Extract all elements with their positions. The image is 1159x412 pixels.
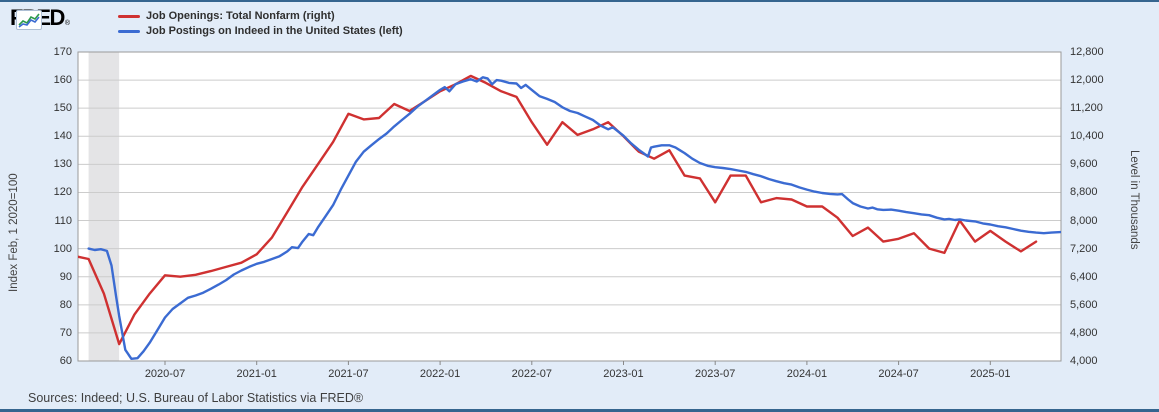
fred-sparkline-icon	[16, 10, 42, 30]
right-axis-tick: 6,400	[1070, 270, 1098, 283]
legend-label: Job Openings: Total Nonfarm (right)	[146, 10, 335, 22]
x-axis-tick: 2022-01	[419, 368, 461, 380]
x-axis-tick: 2023-01	[603, 368, 644, 380]
left-axis-tick: 140	[53, 130, 72, 143]
x-axis-tick: 2021-07	[328, 368, 369, 380]
chart-legend: Job Openings: Total Nonfarm (right) Job …	[118, 9, 403, 39]
x-axis-tick: 2023-07	[695, 368, 736, 380]
fred-logo-registered-mark: ®	[64, 20, 71, 27]
left-axis-tick: 60	[59, 355, 72, 367]
series-line-indeed-postings[interactable]	[87, 76, 1061, 360]
legend-swatch-blue-line	[118, 29, 140, 33]
left-axis-tick: 110	[54, 214, 72, 227]
left-axis-tick: 70	[59, 326, 72, 339]
right-axis-tick: 7,200	[1070, 242, 1098, 255]
legend-label: Job Postings on Indeed in the United Sta…	[146, 25, 403, 37]
right-axis-tick: 8,800	[1070, 186, 1098, 199]
left-axis-tick: 100	[53, 242, 72, 255]
x-axis-tick: 2024-07	[878, 368, 919, 380]
right-axis-tick: 4,000	[1070, 355, 1098, 367]
x-axis-tick: 2020-07	[144, 368, 186, 380]
recession-band	[88, 52, 120, 361]
x-axis-tick: 2024-01	[786, 368, 828, 380]
right-axis-tick: 12,000	[1070, 74, 1104, 87]
left-axis-tick: 150	[53, 102, 72, 115]
x-axis-tick: 2022-07	[511, 368, 552, 380]
left-axis-tick: 160	[53, 74, 72, 87]
left-axis-title: Index Feb, 1 2020=100	[8, 173, 20, 292]
x-axis-tick: 2021-01	[236, 368, 277, 380]
legend-item-indeed-postings[interactable]: Job Postings on Indeed in the United Sta…	[118, 24, 403, 38]
left-axis-tick: 130	[53, 158, 72, 171]
left-axis-tick: 80	[59, 298, 72, 311]
right-axis-tick: 9,600	[1070, 158, 1098, 171]
left-axis-tick: 90	[59, 270, 72, 283]
legend-item-job-openings[interactable]: Job Openings: Total Nonfarm (right)	[118, 9, 403, 23]
series-line-job-openings[interactable]	[73, 74, 1038, 346]
legend-swatch-red-line	[118, 14, 140, 18]
right-axis-tick: 8,000	[1070, 214, 1098, 227]
left-axis-tick: 170	[53, 46, 72, 58]
right-axis-tick: 12,800	[1070, 46, 1104, 58]
right-axis-tick: 11,200	[1070, 102, 1103, 115]
right-axis-tick: 5,600	[1070, 298, 1098, 311]
left-axis-tick: 120	[53, 186, 72, 199]
fred-logo[interactable]: FRED ®	[10, 7, 71, 30]
x-axis-tick: 2025-01	[970, 368, 1011, 380]
right-axis-tick: 10,400	[1070, 130, 1104, 143]
right-axis-tick: 4,800	[1070, 326, 1098, 339]
right-axis-title: Level in Thousands	[1128, 150, 1140, 250]
sources-note: Sources: Indeed; U.S. Bureau of Labor St…	[28, 391, 364, 405]
